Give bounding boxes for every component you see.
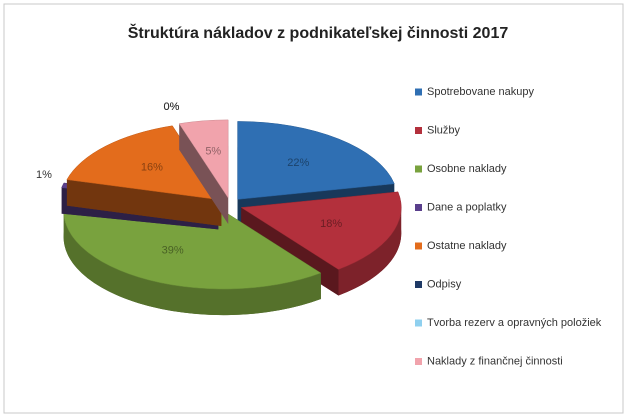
data-label: 0% xyxy=(164,101,180,113)
data-label: 5% xyxy=(205,146,221,158)
legend-swatch xyxy=(415,281,422,288)
legend-label: Služby xyxy=(427,124,461,136)
slice-top xyxy=(240,191,402,270)
legend-swatch xyxy=(415,319,422,327)
slice-wall xyxy=(179,123,229,224)
data-label: 0% xyxy=(164,101,180,113)
slice-top xyxy=(178,119,229,199)
legend-label: Tvorba rezerv a opravných položiek xyxy=(427,317,602,329)
slice-side xyxy=(63,211,321,316)
data-label: 39% xyxy=(162,245,184,257)
pie-slice xyxy=(240,191,402,296)
data-label: 18% xyxy=(320,218,342,230)
data-label: 22% xyxy=(287,157,309,169)
legend-swatch xyxy=(415,165,422,173)
slice-top xyxy=(237,121,395,200)
slice-side xyxy=(338,207,402,296)
legend-swatch xyxy=(415,242,422,250)
data-label: 1% xyxy=(36,169,52,181)
chart-title: Štruktúra nákladov z podnikateľskej činn… xyxy=(128,23,509,42)
slice-wall xyxy=(66,179,222,227)
legend-swatch xyxy=(415,358,422,365)
legend-label: Dane a poplatky xyxy=(427,201,507,213)
legend-swatch xyxy=(415,88,422,96)
legend-label: Spotrebovane nakupy xyxy=(427,86,535,98)
legend-label: Ostatne naklady xyxy=(427,240,507,252)
legend-label: Osobne naklady xyxy=(427,163,507,175)
legend-label: Odpisy xyxy=(427,278,462,290)
legend-label: Naklady z finančnej činnosti xyxy=(427,355,563,367)
data-label: 16% xyxy=(141,162,163,174)
pie-slice xyxy=(178,119,229,224)
legend-swatch xyxy=(415,204,422,211)
legend-swatch xyxy=(415,127,422,134)
